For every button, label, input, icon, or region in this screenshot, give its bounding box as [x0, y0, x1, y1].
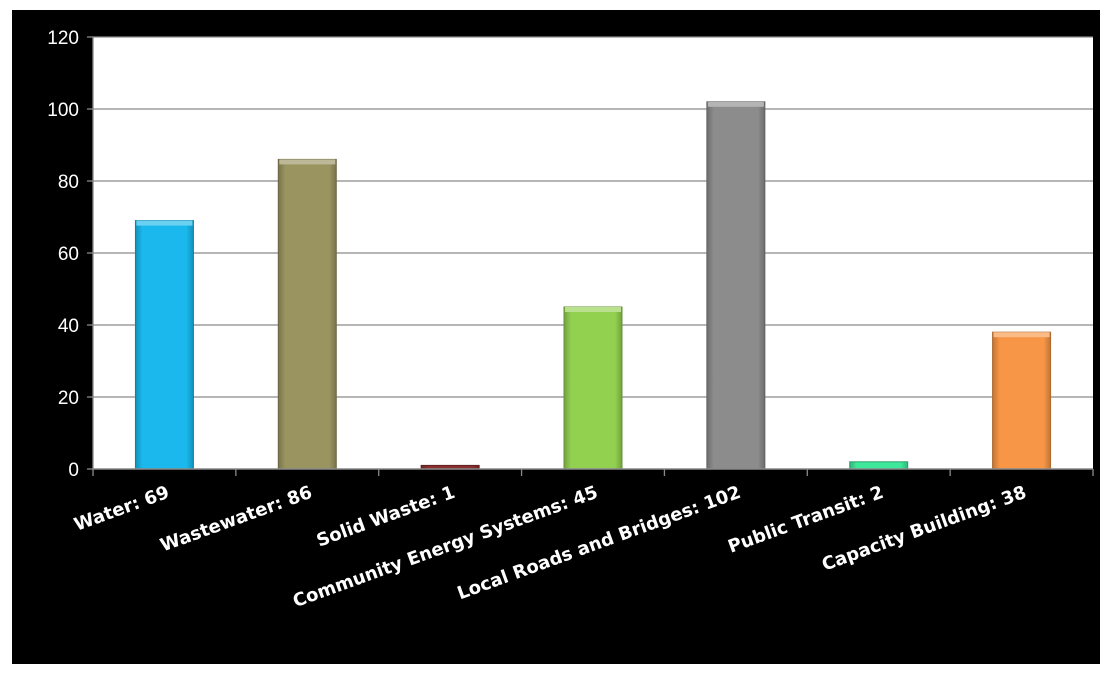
bar-highlight	[993, 332, 1050, 338]
bar-highlight	[279, 159, 336, 165]
bar	[134, 220, 194, 470]
y-tick-label: 20	[58, 388, 79, 409]
y-tick-label: 120	[47, 28, 79, 49]
y-tick-label: 0	[68, 460, 79, 481]
x-category-label: Water: 69	[71, 482, 172, 536]
y-tick-label: 100	[47, 100, 79, 121]
bar	[849, 461, 909, 470]
bar	[992, 331, 1052, 470]
bar-highlight	[707, 101, 764, 107]
y-axis-ticks: 0 20 40 60 80 100 120	[47, 28, 93, 481]
x-category-label: Wastewater: 86	[158, 482, 315, 556]
bar	[277, 158, 337, 470]
bar-highlight	[565, 307, 621, 312]
y-tick-label: 40	[58, 316, 79, 337]
bar-highlight	[136, 220, 193, 226]
bar	[706, 101, 766, 470]
y-tick-label: 60	[58, 244, 79, 265]
axes	[92, 37, 1094, 476]
y-tick-label: 80	[58, 172, 79, 193]
bar	[563, 306, 623, 470]
